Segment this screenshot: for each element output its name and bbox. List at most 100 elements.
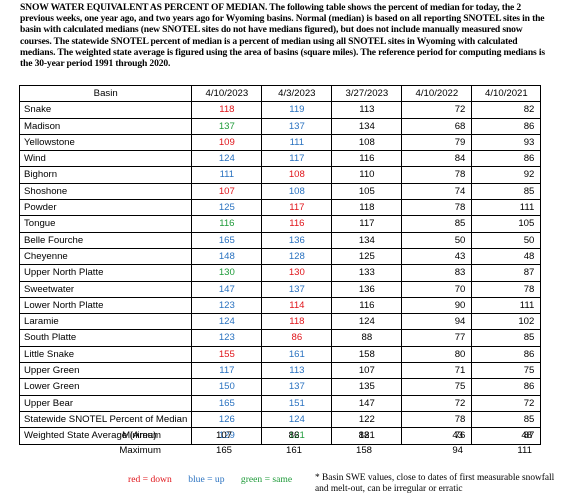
basin-name: South Platte xyxy=(18,329,193,347)
value-cell: 85 xyxy=(471,182,542,201)
value-cell: 165 xyxy=(191,394,263,412)
value-cell: 75 xyxy=(471,362,542,380)
header-date-3: 3/27/2023 xyxy=(331,84,403,103)
value-cell: 121 xyxy=(331,427,403,445)
value-cell: 130 xyxy=(261,264,333,282)
table-row: Belle Fourche 165 136 134 50 50 xyxy=(18,231,542,249)
basin-name: Upper Green xyxy=(18,362,193,380)
summary-value: 48 xyxy=(521,430,532,441)
value-cell: 113 xyxy=(331,101,403,119)
value-cell: 87 xyxy=(471,427,542,445)
table-row: Upper Green 117 113 107 71 75 xyxy=(18,362,542,380)
summary-value: 111 xyxy=(517,445,532,456)
value-cell: 126 xyxy=(191,410,263,429)
value-cell: 123 xyxy=(191,296,263,315)
value-cell: 74 xyxy=(401,182,473,201)
value-cell: 108 xyxy=(261,166,333,184)
header-date-1: 4/10/2023 xyxy=(191,84,263,103)
value-cell: 137 xyxy=(261,378,333,396)
table-header-row: Basin 4/10/2023 4/3/2023 3/27/2023 4/10/… xyxy=(18,84,542,103)
value-cell: 116 xyxy=(331,296,403,315)
value-cell: 117 xyxy=(191,362,263,380)
value-cell: 150 xyxy=(191,378,263,396)
value-cell: 86 xyxy=(471,345,542,364)
value-cell: 86 xyxy=(471,150,542,168)
value-cell: 133 xyxy=(331,264,403,282)
value-cell: 48 xyxy=(471,247,542,266)
value-cell: 86 xyxy=(471,117,542,135)
value-cell: 84 xyxy=(401,150,473,168)
summary-value: 165 xyxy=(215,445,232,456)
value-cell: 125 xyxy=(331,247,403,266)
legend-up: blue = up xyxy=(188,474,225,485)
value-cell: 87 xyxy=(471,264,542,282)
table-row: Statewide SNOTEL Percent of Median 126 124… xyxy=(18,410,542,429)
basin-name: Cheyenne xyxy=(18,247,193,266)
table-row: Upper Bear 165 151 147 72 72 xyxy=(18,394,542,412)
value-cell: 135 xyxy=(331,378,403,396)
basin-name: Upper Bear xyxy=(18,394,193,412)
value-cell: 71 xyxy=(401,362,473,380)
table-row: South Platte 123 86 88 77 85 xyxy=(18,329,542,347)
footnote: * Basin SWE values, close to dates of fi… xyxy=(315,473,555,494)
basin-name: Statewide SNOTEL Percent of Median xyxy=(18,410,193,429)
value-cell: 43 xyxy=(401,247,473,266)
value-cell: 78 xyxy=(401,166,473,184)
value-cell: 158 xyxy=(331,345,403,364)
value-cell: 136 xyxy=(331,280,403,298)
value-cell: 116 xyxy=(331,150,403,168)
legend-same: green = same xyxy=(240,474,293,485)
value-cell: 50 xyxy=(401,231,473,249)
value-cell: 86 xyxy=(471,378,542,396)
basin-name: Powder xyxy=(18,199,193,217)
table-row: Powder 125 117 118 78 111 xyxy=(18,199,542,217)
summary-label: Minimum xyxy=(122,430,161,441)
value-cell: 78 xyxy=(471,280,542,298)
value-cell: 118 xyxy=(191,101,263,119)
value-cell: 85 xyxy=(401,215,473,233)
value-cell: 78 xyxy=(401,410,473,429)
table-row: Yellowstone 109 111 108 79 93 xyxy=(18,133,542,152)
value-cell: 108 xyxy=(331,133,403,152)
value-cell: 125 xyxy=(191,199,263,217)
value-cell: 118 xyxy=(261,313,333,331)
value-cell: 92 xyxy=(471,166,542,184)
value-cell: 70 xyxy=(401,280,473,298)
table-row: Sweetwater 147 137 136 70 78 xyxy=(18,280,542,298)
summary-value: 158 xyxy=(355,445,372,456)
table-row: Madison 137 137 134 68 86 xyxy=(18,117,542,135)
table-row: Lower North Platte 123 114 116 90 111 xyxy=(18,296,542,315)
basin-name: Snake xyxy=(18,101,193,119)
value-cell: 90 xyxy=(401,296,473,315)
summary-table: Minimum 107 86 88 43 48 Maximum 165 161 158 94 111 xyxy=(19,428,538,458)
value-cell: 85 xyxy=(471,329,542,347)
value-cell: 86 xyxy=(261,329,333,347)
table-row: Weighted State Average (Area) 129 121 121 76… xyxy=(18,427,542,445)
value-cell: 124 xyxy=(261,410,333,429)
value-cell: 122 xyxy=(331,410,403,429)
header-date-2: 4/3/2023 xyxy=(261,84,333,103)
value-cell: 85 xyxy=(471,410,542,429)
value-cell: 119 xyxy=(261,101,333,119)
value-cell: 79 xyxy=(401,133,473,152)
value-cell: 113 xyxy=(261,362,333,380)
header-date-4: 4/10/2022 xyxy=(401,84,473,103)
basin-name: Tongue xyxy=(18,215,193,233)
value-cell: 102 xyxy=(471,313,542,331)
value-cell: 111 xyxy=(191,166,263,184)
table-row: Little Snake 155 161 158 80 86 xyxy=(18,345,542,364)
value-cell: 82 xyxy=(471,101,542,119)
intro-paragraph: SNOW WATER EQUIVALENT AS PERCENT OF MEDI… xyxy=(20,2,545,70)
value-cell: 124 xyxy=(331,313,403,331)
value-cell: 137 xyxy=(261,117,333,135)
value-cell: 137 xyxy=(191,117,263,135)
basin-name: Shoshone xyxy=(18,182,193,201)
summary-value: 88 xyxy=(358,430,370,441)
basin-name: Upper North Platte xyxy=(18,264,193,282)
legend-down: red = down xyxy=(128,474,172,485)
table-row: Snake 118 119 113 72 82 xyxy=(18,101,542,119)
value-cell: 161 xyxy=(261,345,333,364)
value-cell: 151 xyxy=(261,394,333,412)
value-cell: 105 xyxy=(331,182,403,201)
value-cell: 136 xyxy=(261,231,333,249)
